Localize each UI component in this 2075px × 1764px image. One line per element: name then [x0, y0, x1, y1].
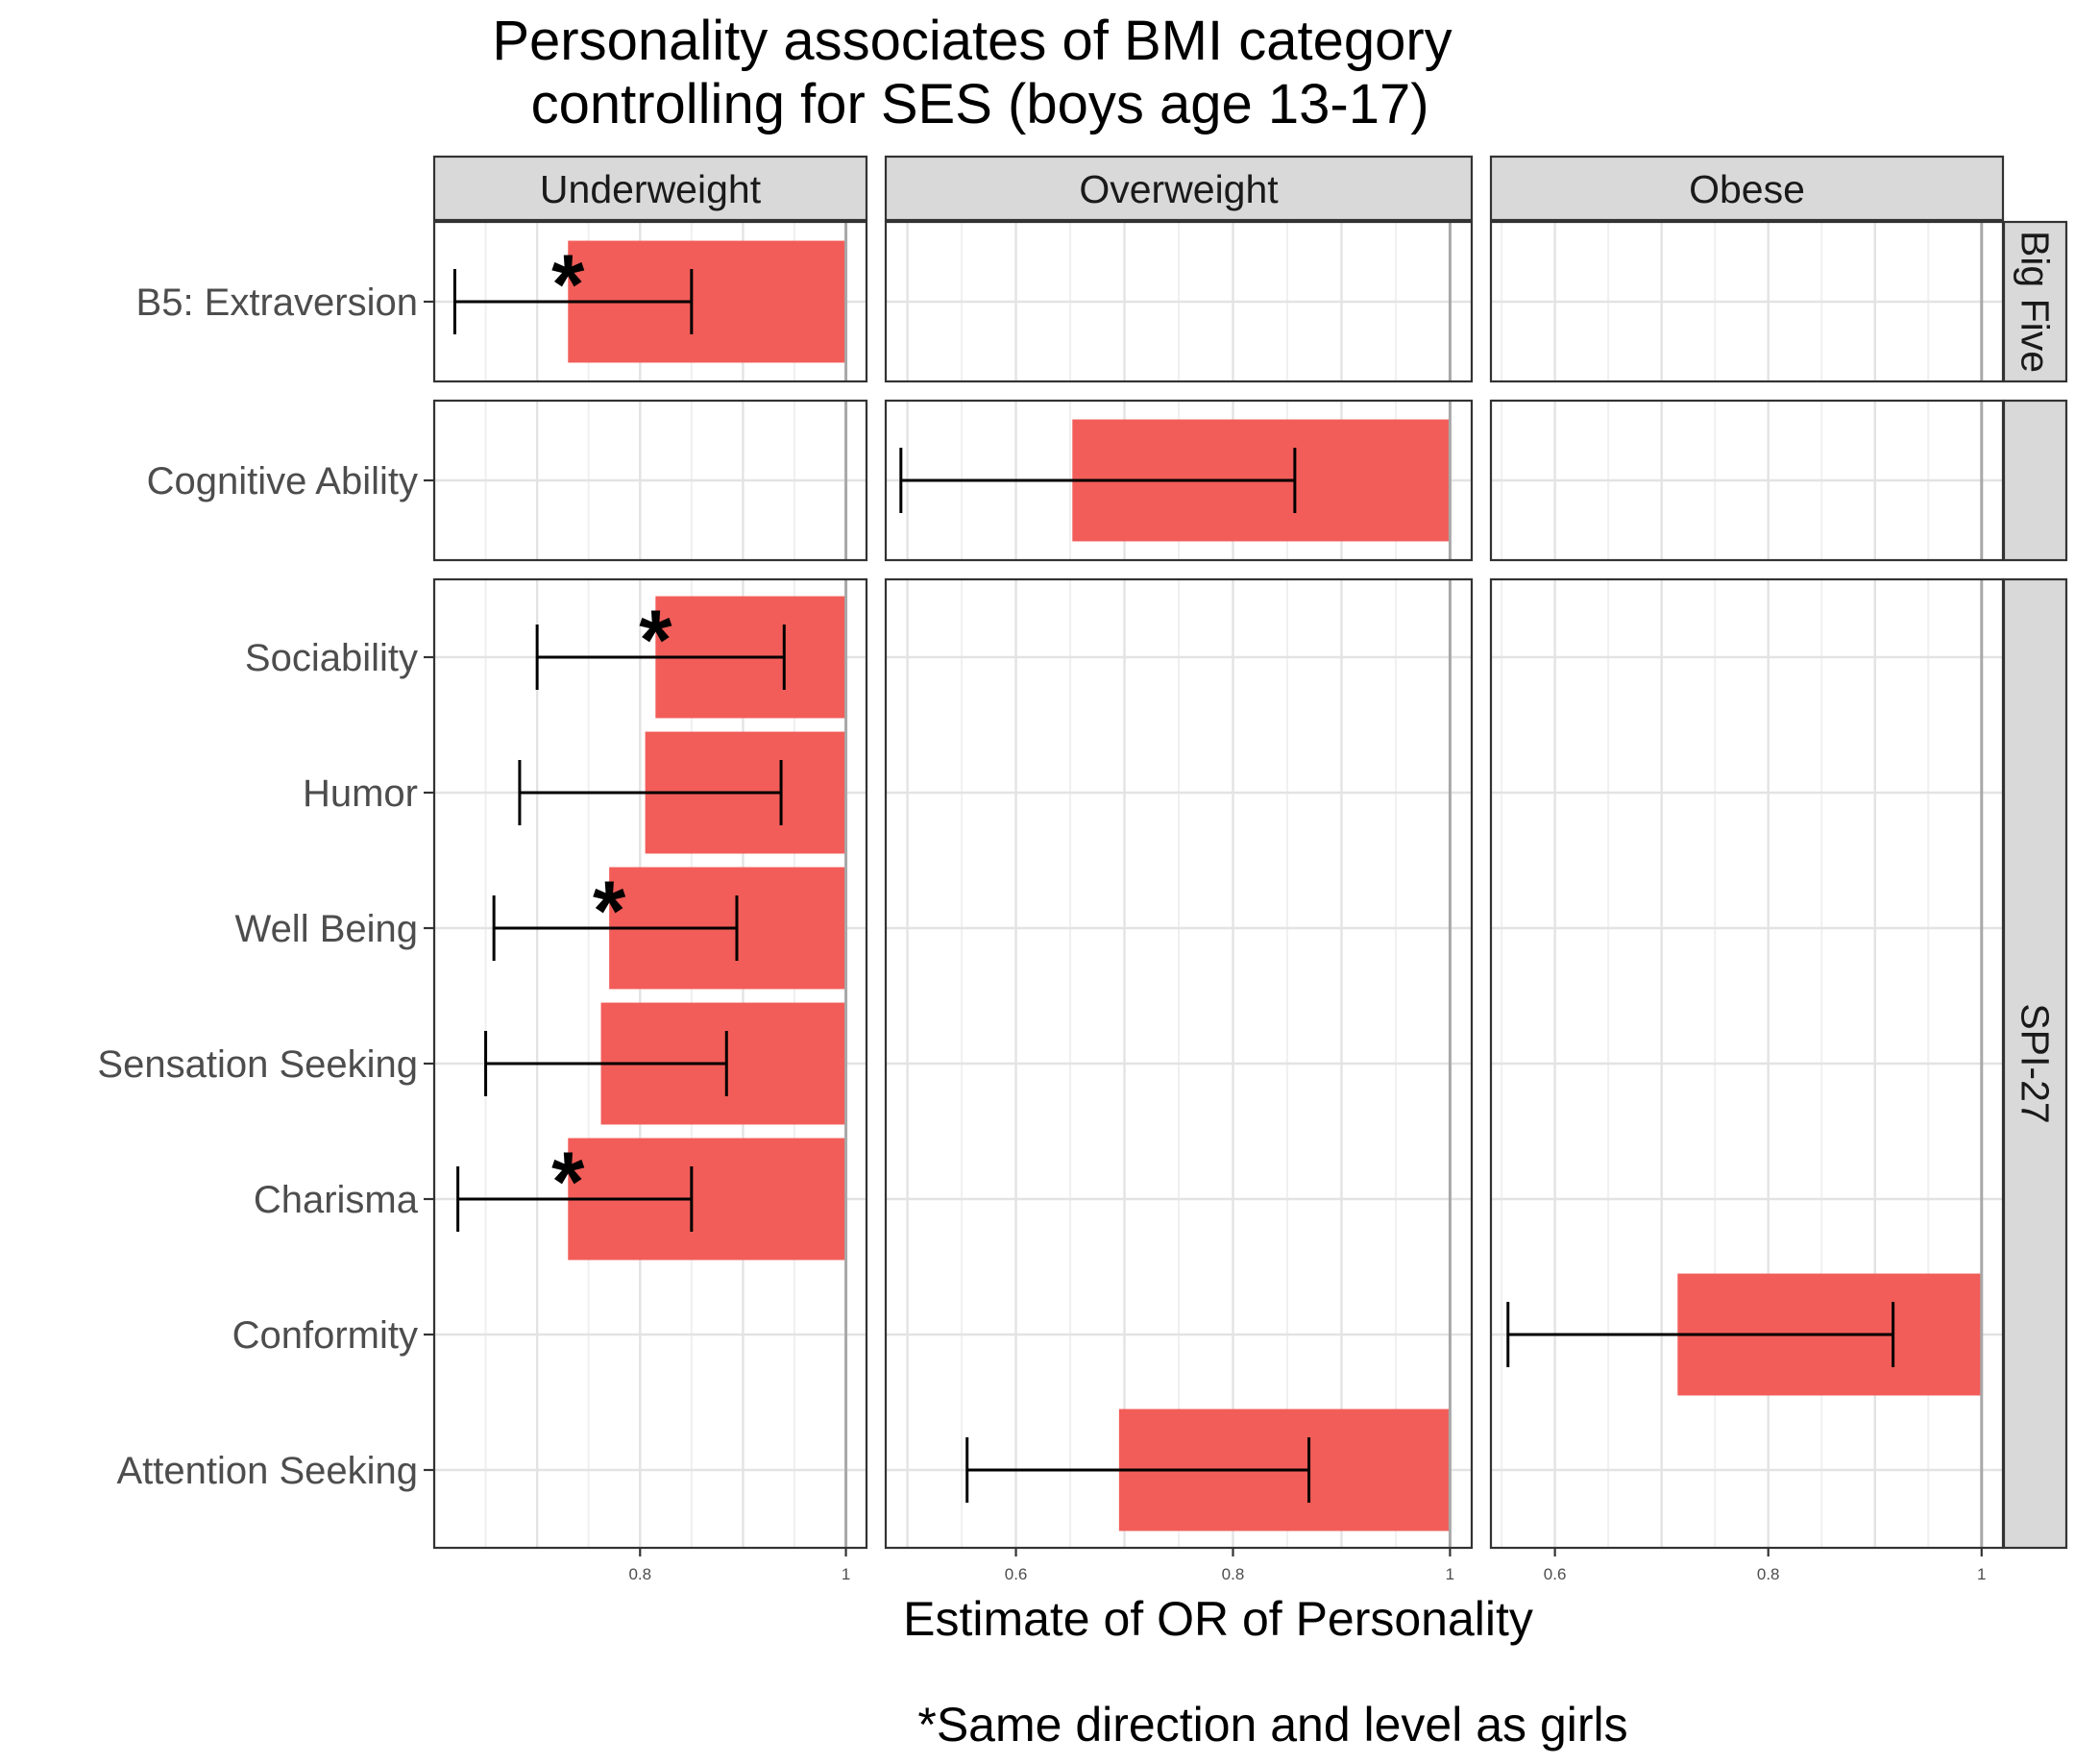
- y-tick-label: Attention Seeking: [116, 1450, 418, 1492]
- facet-label: Underweight: [540, 167, 762, 211]
- y-tick-label: Charisma: [254, 1179, 419, 1221]
- x-tick-label: 0.8: [628, 1565, 651, 1583]
- facet-label: Overweight: [1079, 167, 1279, 211]
- row-strip-label: Big Five: [2014, 231, 2058, 373]
- x-tick-label: 1: [1977, 1565, 1986, 1583]
- y-tick-label: Sensation Seeking: [97, 1043, 418, 1086]
- facet-strip: [432, 155, 868, 222]
- x-tick-label: 0.8: [1222, 1565, 1245, 1583]
- significance-star: *: [551, 236, 585, 331]
- y-tick-label: Humor: [303, 772, 418, 815]
- row-strip: [2002, 577, 2068, 1550]
- significance-star: *: [593, 863, 626, 958]
- facet-strip: [884, 155, 1474, 222]
- row-strip-label: SPI-27: [2014, 1003, 2058, 1123]
- panel-border: [884, 399, 1474, 562]
- facet-strip: [1489, 155, 2005, 222]
- x-tick-label: 0.8: [1757, 1565, 1780, 1583]
- row-strip: [2002, 220, 2068, 383]
- y-tick-label: B5: Extraversion: [136, 282, 418, 324]
- x-tick-label: 0.6: [1005, 1565, 1028, 1583]
- y-tick-label: Cognitive Ability: [147, 460, 418, 502]
- row-strip: [2002, 399, 2068, 562]
- x-tick-label: 1: [842, 1565, 850, 1583]
- significance-star: *: [639, 592, 672, 687]
- x-tick-label: 0.6: [1544, 1565, 1567, 1583]
- x-tick-label: 1: [1446, 1565, 1454, 1583]
- facet-label: Obese: [1689, 167, 1805, 211]
- significance-star: *: [551, 1134, 585, 1229]
- y-tick-label: Conformity: [232, 1314, 418, 1357]
- panel-border: [884, 577, 1474, 1550]
- caption: *Same direction and level as girls: [917, 1698, 1627, 1752]
- x-axis-label: Estimate of OR of Personality: [903, 1592, 1533, 1646]
- y-tick-label: Sociability: [245, 637, 418, 679]
- panel-border: [884, 220, 1474, 383]
- chart-title: Personality associates of BMI category c…: [492, 10, 1452, 135]
- y-tick-label: Well Being: [235, 908, 418, 950]
